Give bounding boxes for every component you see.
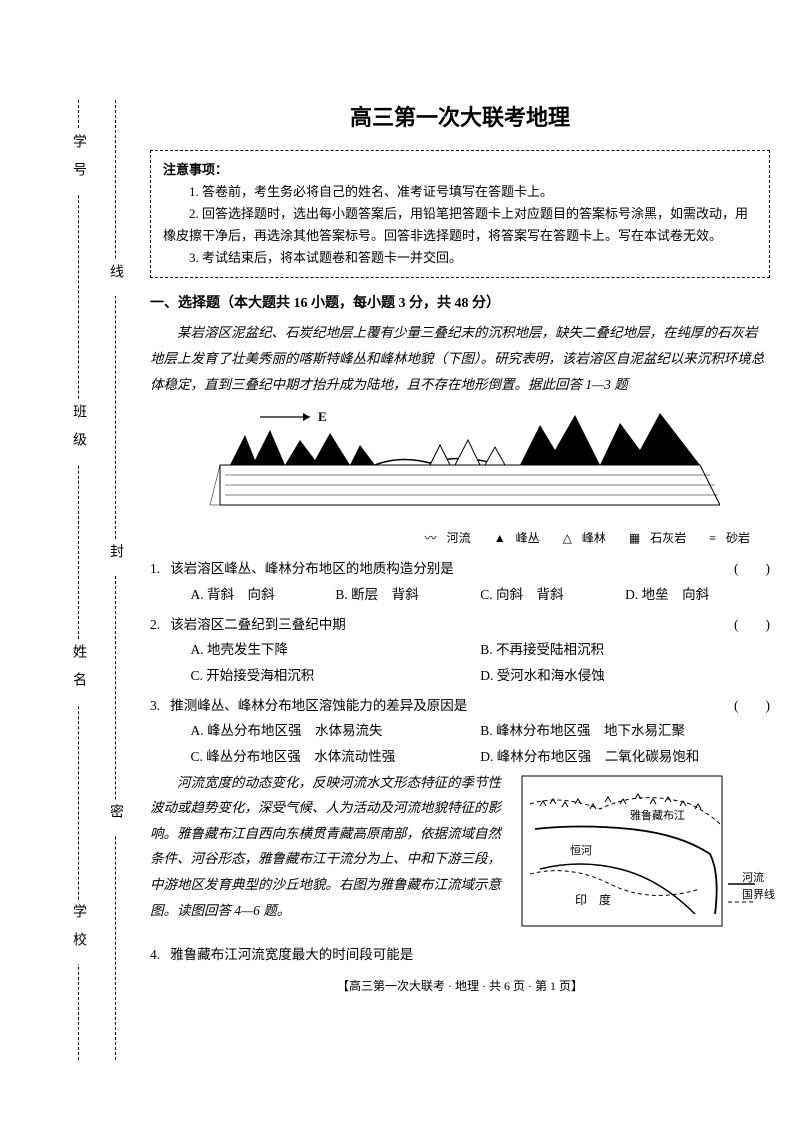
q-number: 2. <box>150 612 170 638</box>
binding-label-feng: 封 <box>105 540 125 576</box>
binding-label-xingming: 姓名 <box>68 640 88 704</box>
q-number: 4. <box>150 942 170 968</box>
legend-item: ▦石灰岩 <box>619 531 686 545</box>
options: A. 背斜 向斜 B. 断层 背斜 C. 向斜 背斜 D. 地垒 向斜 <box>150 582 770 608</box>
options: A. 峰丛分布地区强 水体易流失 B. 峰林分布地区强 地下水易汇聚 C. 峰丛… <box>150 718 770 769</box>
notice-item: 2. 回答选择题时，选出每小题答案后，用铅笔把答题卡上对应题目的答案标号涂黑，如… <box>163 203 757 247</box>
question-3: 3. 推测峰丛、峰林分布地区溶蚀能力的差异及原因是 ( ) A. 峰丛分布地区强… <box>150 693 770 770</box>
option-c: C. 峰丛分布地区强 水体流动性强 <box>191 744 481 770</box>
passage-1: 某岩溶区泥盆纪、石炭纪地层上覆有少量三叠纪末的沉积地层，缺失二叠纪地层，在纯厚的… <box>150 320 770 397</box>
option-a: A. 背斜 向斜 <box>191 582 336 608</box>
notice-heading: 注意事项： <box>163 159 757 181</box>
exam-title: 高三第一次大联考地理 <box>150 100 770 132</box>
option-c: C. 开始接受海相沉积 <box>191 663 481 689</box>
map-legend-border: 国界线 <box>742 887 775 905</box>
binding-dash-inner <box>115 100 116 1060</box>
q-stem-text: 该岩溶区二叠纪到三叠纪中期 <box>170 612 729 638</box>
answer-paren: ( ) <box>730 693 771 719</box>
option-d: D. 峰林分布地区强 二氧化碳易饱和 <box>480 744 770 770</box>
map-label-yalu: 雅鲁藏布江 <box>630 808 685 822</box>
question-1: 1. 该岩溶区峰丛、峰林分布地区的地质构造分别是 ( ) A. 背斜 向斜 B.… <box>150 556 770 607</box>
binding-label-banji: 班级 <box>68 400 88 464</box>
q-stem-text: 推测峰丛、峰林分布地区溶蚀能力的差异及原因是 <box>170 693 729 719</box>
binding-label-xuexiao: 学校 <box>68 900 88 964</box>
binding-label-xuehao: 学号 <box>68 130 88 194</box>
page-footer: 【高三第一次大联考 · 地理 · 共 6 页 · 第 1 页】 <box>150 977 770 994</box>
binding-margin: 学号 班级 姓名 学校 线 封 密 <box>60 100 130 1060</box>
q-number: 3. <box>150 693 170 719</box>
legend-item: △峰林 <box>553 531 606 545</box>
map-label-india: 印 度 <box>575 892 611 907</box>
map-label-henghe: 恒河 <box>570 844 592 857</box>
answer-paren: ( ) <box>730 612 771 638</box>
notice-body: 1. 答卷前，考生务必将自己的姓名、准考证号填写在答题卡上。 2. 回答选择题时… <box>163 181 757 269</box>
option-a: A. 地壳发生下降 <box>191 637 481 663</box>
option-d: D. 地垒 向斜 <box>625 582 770 608</box>
binding-label-mi: 密 <box>105 800 125 836</box>
legend-item: 〰河流 <box>415 531 471 545</box>
question-2: 2. 该岩溶区二叠纪到三叠纪中期 ( ) A. 地壳发生下降 B. 不再接受陆相… <box>150 612 770 689</box>
option-d: D. 受河水和海水侵蚀 <box>480 663 770 689</box>
map-legend-river: 河流 <box>742 870 775 888</box>
passage-2-block: 雅鲁藏布江 恒河 印 度 河流 国界线 河流宽度的动态变化，反映河流水文形态特征… <box>150 770 770 938</box>
notice-item: 1. 答卷前，考生务必将自己的姓名、准考证号填写在答题卡上。 <box>163 181 757 203</box>
figure-legend: 〰河流 ▲峰丛 △峰林 ▦石灰岩 ≡砂岩 <box>150 529 770 546</box>
answer-paren: ( ) <box>730 556 771 582</box>
arrow-label: E <box>318 409 327 424</box>
notice-item: 3. 考试结束后，将本试题卷和答题卡一并交回。 <box>163 247 757 269</box>
options: A. 地壳发生下降 B. 不再接受陆相沉积 C. 开始接受海相沉积 D. 受河水… <box>150 637 770 688</box>
section-heading: 一、选择题（本大题共 16 小题，每小题 3 分，共 48 分） <box>150 292 770 312</box>
option-a: A. 峰丛分布地区强 水体易流失 <box>191 718 481 744</box>
page-content: 高三第一次大联考地理 注意事项： 1. 答卷前，考生务必将自己的姓名、准考证号填… <box>150 100 770 994</box>
option-c: C. 向斜 背斜 <box>480 582 625 608</box>
map-legend: 河流 国界线 <box>742 870 775 905</box>
legend-item: ≡砂岩 <box>699 531 750 545</box>
figure-karst: E <box>150 405 770 525</box>
option-b: B. 峰林分布地区强 地下水易汇聚 <box>480 718 770 744</box>
option-b: B. 不再接受陆相沉积 <box>480 637 770 663</box>
q-number: 1. <box>150 556 170 582</box>
option-b: B. 断层 背斜 <box>335 582 480 608</box>
notice-box: 注意事项： 1. 答卷前，考生务必将自己的姓名、准考证号填写在答题卡上。 2. … <box>150 150 770 278</box>
figure-map: 雅鲁藏布江 恒河 印 度 <box>520 774 770 934</box>
legend-item: ▲峰丛 <box>484 531 540 545</box>
binding-label-xian: 线 <box>105 260 125 296</box>
q-stem-text: 该岩溶区峰丛、峰林分布地区的地质构造分别是 <box>170 556 729 582</box>
question-4: 4. 雅鲁藏布江河流宽度最大的时间段可能是 <box>150 942 770 968</box>
q-stem-text: 雅鲁藏布江河流宽度最大的时间段可能是 <box>170 942 770 968</box>
